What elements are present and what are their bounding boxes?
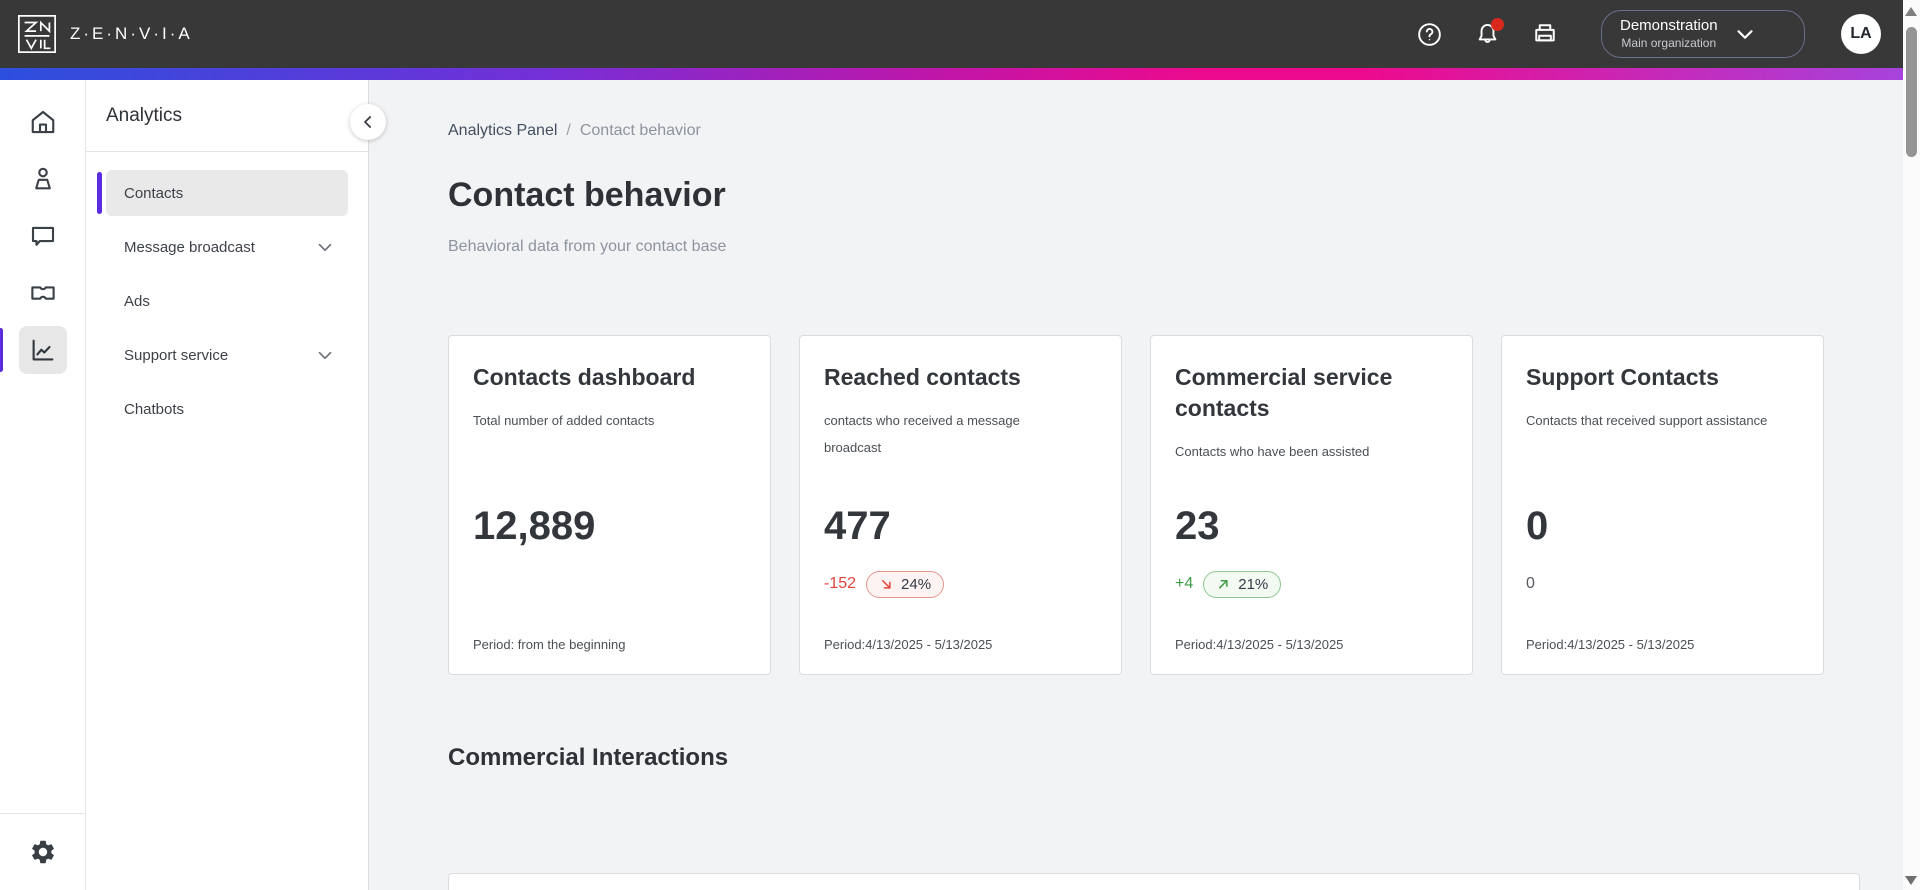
card-description: Contacts that received support assistanc… — [1526, 413, 1768, 429]
chat-bubble-icon — [31, 226, 54, 246]
card-reached-contacts: Reached contacts contacts who received a… — [799, 335, 1122, 675]
breadcrumb: Analytics Panel / Contact behavior — [448, 122, 701, 140]
sidebar-item-chatbots[interactable]: Chatbots — [106, 386, 348, 432]
sidebar-item-label: Chatbots — [124, 400, 185, 418]
card-value: 477 — [824, 504, 891, 548]
card-period: Period:4/13/2025 - 5/13/2025 — [1526, 637, 1695, 652]
home-icon — [31, 110, 54, 134]
zenvia-logo-icon — [18, 15, 56, 53]
trend-percent: 24% — [901, 575, 932, 593]
page-title: Contact behavior — [448, 176, 726, 214]
ticket-icon — [30, 286, 55, 300]
help-button[interactable] — [1409, 14, 1449, 54]
sidebar-item-label: Message broadcast — [124, 238, 255, 256]
sidebar-item-message-broadcast[interactable]: Message broadcast — [106, 224, 348, 270]
trend-up-icon — [1219, 579, 1228, 589]
card-title: Reached contacts — [824, 364, 1021, 390]
breadcrumb-parent[interactable]: Analytics Panel — [448, 122, 558, 139]
card-value: 0 — [1526, 504, 1549, 548]
card-commercial-service-contacts: Commercial service contacts Contacts who… — [1150, 335, 1473, 675]
sidebar-item-contacts[interactable]: Contacts — [97, 170, 348, 216]
card-description: Total number of added contacts — [473, 413, 655, 429]
scrollbar-up-arrow[interactable] — [1905, 7, 1917, 16]
scrollbar-thumb[interactable] — [1906, 27, 1917, 157]
sidebar-item-ads[interactable]: Ads — [106, 278, 348, 324]
card-value: 12,889 — [473, 504, 596, 548]
card-period: Period:4/13/2025 - 5/13/2025 — [1175, 637, 1344, 652]
user-avatar[interactable]: LA — [1841, 14, 1881, 54]
brand-gradient-bar — [0, 68, 1903, 80]
organization-name: Demonstration — [1620, 17, 1718, 35]
organization-subtitle: Main organization — [1621, 35, 1717, 50]
print-button[interactable] — [1525, 14, 1565, 54]
page-scrollbar[interactable] — [1903, 0, 1920, 890]
stat-cards-row: Contacts dashboard Total number of added… — [448, 335, 1824, 675]
printer-icon — [1535, 24, 1555, 42]
trend-badge: 24% — [866, 570, 945, 598]
rail-item-home[interactable] — [19, 98, 67, 146]
card-period: Period: from the beginning — [473, 637, 626, 652]
trend-percent: 21% — [1238, 575, 1269, 593]
breadcrumb-current: Contact behavior — [579, 122, 701, 139]
sidebar-item-label: Support service — [124, 346, 229, 364]
sidebar-item-label: Contacts — [124, 184, 184, 202]
card-description: Contacts who have been assisted — [1175, 444, 1370, 460]
rail-item-analytics[interactable] — [0, 326, 67, 374]
rail-item-conversations[interactable] — [19, 212, 67, 260]
sidebar-title: Analytics — [106, 104, 183, 126]
sidebar-header: Analytics — [86, 80, 368, 152]
trend-down-icon — [882, 579, 891, 589]
section-heading-commercial-interactions: Commercial Interactions — [448, 744, 729, 771]
help-icon — [1417, 22, 1441, 46]
notifications-button[interactable] — [1467, 14, 1507, 54]
trend-badge: 21% — [1203, 570, 1282, 598]
chevron-down-icon — [318, 351, 332, 360]
collapse-sidebar-button[interactable] — [350, 104, 386, 140]
chevron-down-icon — [1736, 30, 1753, 39]
person-icon — [34, 167, 51, 190]
card-description: contacts who received a message broadcas… — [824, 413, 1020, 456]
gear-icon — [32, 840, 54, 864]
analytics-sidebar: Analytics Contacts Message broadcast Ads… — [86, 80, 386, 890]
card-value: 23 — [1175, 504, 1220, 548]
organization-selector[interactable]: Demonstration Main organization — [1601, 10, 1805, 58]
card-title: Contacts dashboard — [473, 364, 696, 390]
brand-text: Z·E·N·V·I·A — [70, 24, 193, 43]
card-title: Support Contacts — [1526, 364, 1719, 390]
sidebar-item-label: Ads — [124, 292, 150, 310]
notification-dot — [1491, 18, 1504, 31]
main-content: Analytics Panel / Contact behavior Conta… — [369, 80, 1903, 890]
sidebar-menu: Contacts Message broadcast Ads Support s… — [86, 152, 368, 432]
card-period: Period:4/13/2025 - 5/13/2025 — [824, 637, 993, 652]
collapse-chevron-icon — [364, 116, 371, 128]
icon-rail — [0, 80, 86, 890]
card-contacts-dashboard: Contacts dashboard Total number of added… — [448, 335, 771, 675]
page-subtitle: Behavioral data from your contact base — [448, 238, 727, 255]
card-delta-row: +4 21% — [1175, 570, 1282, 598]
rail-item-settings[interactable] — [19, 828, 67, 876]
card-support-contacts: Support Contacts Contacts that received … — [1501, 335, 1824, 675]
notification-bell-icon — [1478, 23, 1496, 43]
card-title: Commercial service contacts — [1175, 364, 1393, 422]
zenvia-logo: Z·E·N·V·I·A — [16, 13, 193, 55]
card-delta-row: -152 24% — [824, 570, 945, 598]
delta-value: 0 — [1526, 575, 1535, 592]
rail-divider — [0, 813, 86, 814]
scrollbar-down-arrow[interactable] — [1905, 876, 1917, 885]
commercial-interactions-card — [448, 873, 1860, 890]
rail-item-contacts[interactable] — [19, 155, 67, 203]
delta-value: -152 — [824, 575, 857, 592]
line-chart-icon — [32, 339, 53, 361]
rail-item-tickets[interactable] — [19, 269, 67, 317]
sidebar-item-support-service[interactable]: Support service — [106, 332, 348, 378]
card-delta-row: 0 — [1526, 570, 1535, 598]
breadcrumb-separator: / — [566, 122, 571, 139]
top-bar: Z·E·N·V·I·A Demonstration Main organizat… — [0, 0, 1903, 68]
delta-value: +4 — [1175, 575, 1194, 592]
chevron-down-icon — [318, 243, 332, 252]
